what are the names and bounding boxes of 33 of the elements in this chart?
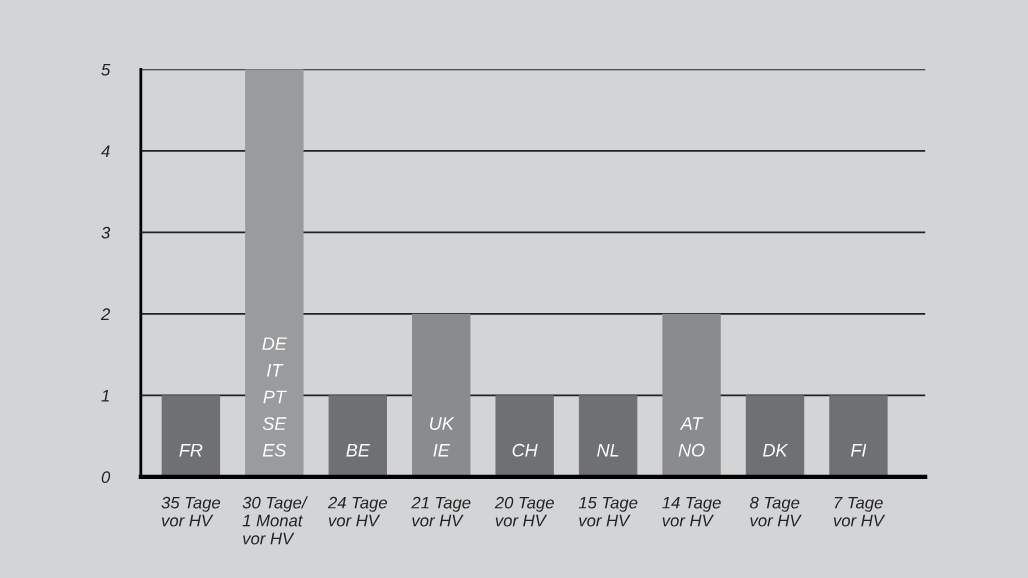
bar <box>578 395 638 477</box>
bar <box>662 313 721 477</box>
bar <box>161 395 221 477</box>
y-tick-label: 1 <box>101 389 109 402</box>
bar <box>412 313 471 477</box>
bar <box>328 395 387 477</box>
y-tick-label: 0 <box>101 471 111 484</box>
annotation: UK IE <box>430 417 455 457</box>
annotation: AT NO <box>678 417 705 457</box>
annotation: FI <box>850 444 867 457</box>
annotation: CH <box>512 443 538 457</box>
x-tick-label: 35 Tage vor HV <box>161 496 221 527</box>
annotation: DE IT PT SE ES <box>262 337 288 457</box>
x-tick-label: 15 Tage vor HV <box>578 496 638 527</box>
y-tick-label: 3 <box>101 226 111 239</box>
annotation: DK <box>763 444 789 457</box>
bar <box>745 395 805 477</box>
bar <box>245 69 304 477</box>
bar <box>829 395 888 477</box>
x-tick-label: 21 Tage vor HV <box>411 496 471 527</box>
x-tick-label: 30 Tage/ 1 Monat vor HV <box>242 496 308 545</box>
annotation: BE <box>346 444 370 457</box>
annotation: FR <box>179 444 203 457</box>
x-tick-label: 20 Tage vor HV <box>494 496 554 527</box>
annotation: NL <box>597 444 619 457</box>
bar <box>495 395 554 477</box>
x-tick-label: 8 Tage vor HV <box>749 496 802 527</box>
x-tick-label: 14 Tage vor HV <box>662 496 721 527</box>
y-tick-label: 5 <box>101 63 111 76</box>
x-tick-label: 24 Tage vor HV <box>327 496 387 527</box>
y-tick-label: 2 <box>100 308 111 320</box>
x-tick-label: 7 Tage vor HV <box>833 496 886 527</box>
y-tick-label: 4 <box>101 145 110 157</box>
